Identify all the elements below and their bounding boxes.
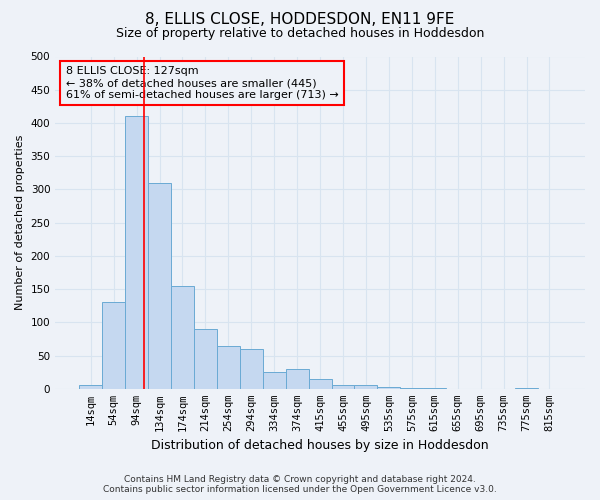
- Bar: [148, 183, 171, 389]
- Bar: [332, 386, 355, 389]
- Bar: [423, 388, 446, 389]
- Bar: [400, 388, 423, 389]
- Bar: [217, 346, 240, 389]
- Bar: [240, 349, 263, 389]
- Bar: [286, 369, 308, 389]
- Y-axis label: Number of detached properties: Number of detached properties: [15, 135, 25, 310]
- Bar: [102, 302, 125, 389]
- Text: 8 ELLIS CLOSE: 127sqm
← 38% of detached houses are smaller (445)
61% of semi-det: 8 ELLIS CLOSE: 127sqm ← 38% of detached …: [66, 66, 338, 100]
- Bar: [194, 329, 217, 389]
- Bar: [171, 286, 194, 389]
- Bar: [125, 116, 148, 389]
- Bar: [377, 387, 400, 389]
- Bar: [263, 372, 286, 389]
- Bar: [355, 386, 377, 389]
- Bar: [308, 379, 332, 389]
- Text: Contains HM Land Registry data © Crown copyright and database right 2024.
Contai: Contains HM Land Registry data © Crown c…: [103, 474, 497, 494]
- Bar: [79, 386, 102, 389]
- X-axis label: Distribution of detached houses by size in Hoddesdon: Distribution of detached houses by size …: [151, 440, 489, 452]
- Text: Size of property relative to detached houses in Hoddesdon: Size of property relative to detached ho…: [116, 28, 484, 40]
- Bar: [515, 388, 538, 389]
- Text: 8, ELLIS CLOSE, HODDESDON, EN11 9FE: 8, ELLIS CLOSE, HODDESDON, EN11 9FE: [145, 12, 455, 28]
